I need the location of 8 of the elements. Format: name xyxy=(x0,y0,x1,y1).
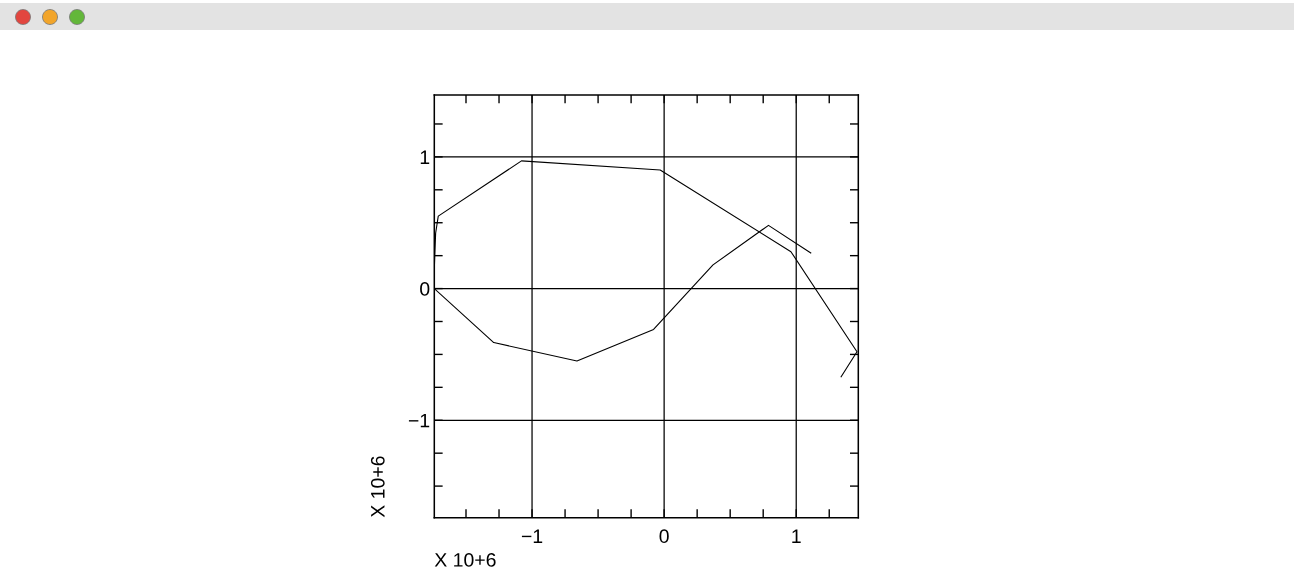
x-tick-label: 1 xyxy=(792,529,801,543)
y-axis-title: X 10+6 xyxy=(370,456,385,518)
x-tick-label: −1 xyxy=(521,529,543,543)
y-tick-label: 1 xyxy=(420,150,430,164)
y-tick-label: −1 xyxy=(408,413,430,428)
x-axis-title: X 10+6 xyxy=(434,553,496,567)
x-tick-label: 0 xyxy=(659,529,669,544)
y-tick-label: 0 xyxy=(420,282,430,296)
